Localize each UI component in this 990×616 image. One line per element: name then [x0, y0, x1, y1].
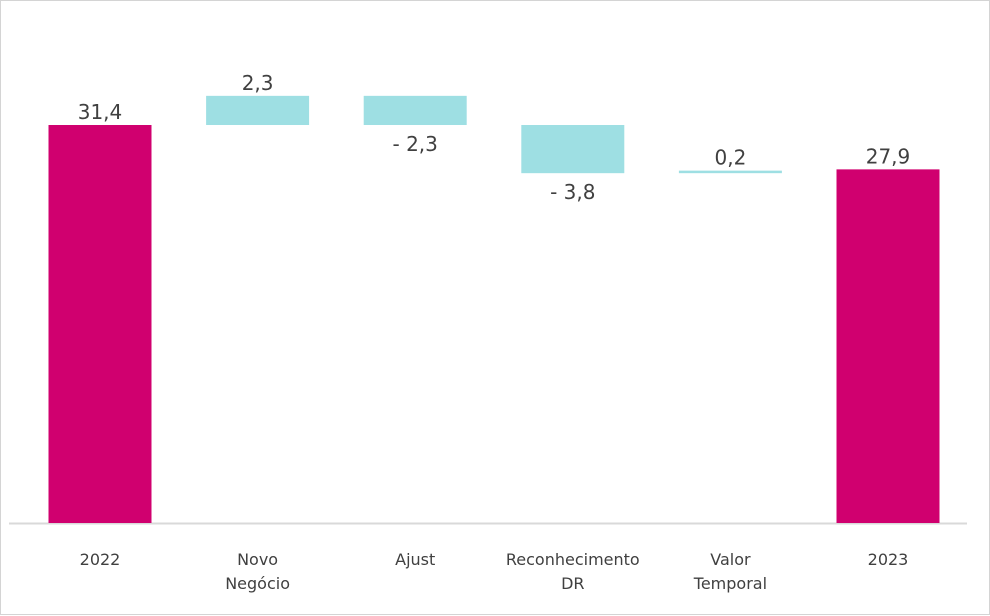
data-label-2: 2,3 [242, 71, 274, 95]
bar-3 [363, 95, 467, 126]
category-label-4: Reconhecimento DR [506, 550, 640, 593]
bar-2 [206, 95, 310, 126]
data-label-6: 27,9 [866, 144, 911, 168]
data-label-3: - 2,3 [393, 132, 438, 156]
category-label-1: 2022 [80, 550, 121, 569]
category-label-5: Valor Temporal [693, 550, 767, 593]
bar-6 [836, 169, 940, 523]
data-label-1: 31,4 [78, 100, 123, 124]
category-label-2: Novo Negócio [225, 550, 290, 593]
bar-4 [521, 125, 625, 174]
category-label-6: 2023 [868, 550, 909, 569]
data-label-5: 0,2 [714, 146, 746, 170]
category-label-3: Ajust [395, 550, 435, 569]
bar-5 [678, 170, 782, 174]
bar-1 [48, 125, 152, 523]
data-label-4: - 3,8 [550, 180, 595, 204]
